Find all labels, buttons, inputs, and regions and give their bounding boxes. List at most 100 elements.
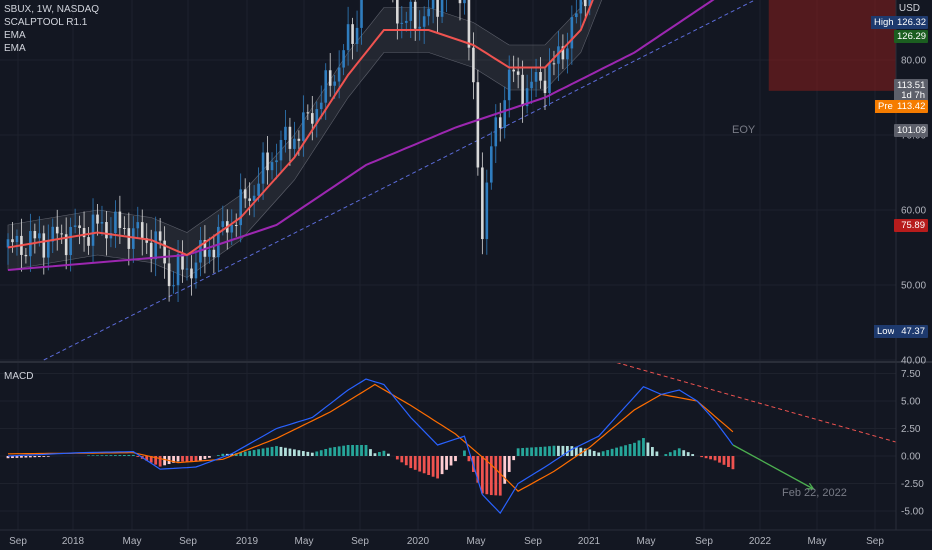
macd-histogram-bar xyxy=(293,449,296,456)
macd-histogram-bar xyxy=(346,445,350,456)
macd-histogram-bar xyxy=(378,452,381,456)
indicator-ema-1[interactable]: EMA xyxy=(4,30,26,41)
macd-histogram-bar xyxy=(149,456,153,463)
macd-histogram-bar xyxy=(704,456,708,459)
candle-body xyxy=(530,81,533,89)
macd-histogram-bar xyxy=(651,447,654,456)
macd-histogram-bar xyxy=(248,450,252,456)
macd-histogram-bar xyxy=(713,456,717,461)
candle-body xyxy=(396,0,399,24)
candle-body xyxy=(360,0,363,28)
candle-body xyxy=(342,50,345,68)
candle-body xyxy=(351,24,354,44)
macd-histogram-bar xyxy=(279,446,283,456)
indicator-scalptool[interactable]: SCALPTOOL R1.1 xyxy=(4,17,88,28)
candle-body xyxy=(418,26,421,29)
candle-body xyxy=(458,0,462,4)
macd-histogram-bar xyxy=(100,455,104,456)
macd-line xyxy=(7,378,734,515)
price-tick-label: 60.00 xyxy=(901,206,926,217)
candle-body xyxy=(149,242,153,260)
candle-body xyxy=(167,263,171,287)
position-tool[interactable] xyxy=(768,0,903,91)
candle-body xyxy=(234,224,238,226)
candle-body xyxy=(239,189,242,226)
projection-arrows[interactable] xyxy=(732,0,815,490)
macd-histogram-bar xyxy=(655,451,659,456)
macd-tick-label: -5.00 xyxy=(901,507,924,518)
macd-histogram-bar xyxy=(176,456,180,462)
macd-histogram-bar xyxy=(570,446,574,456)
macd-histogram-bar xyxy=(96,455,99,456)
macd-histogram-bar xyxy=(691,454,695,456)
x-tick-label: 2018 xyxy=(62,536,85,547)
macd-histogram-bar xyxy=(597,452,601,456)
candle-body xyxy=(288,126,292,149)
macd-histogram-bar xyxy=(507,456,511,472)
macd-tick-label: 0.00 xyxy=(901,452,921,463)
candle-body xyxy=(543,80,547,94)
candle-body xyxy=(413,1,417,29)
macd-histogram-bar xyxy=(301,451,305,456)
macd-histogram-bar xyxy=(190,456,193,462)
candle-body xyxy=(261,152,265,184)
candle-body xyxy=(257,183,260,196)
candle-body xyxy=(503,100,507,128)
macd-trendline[interactable] xyxy=(616,362,932,468)
macd-title[interactable]: MACD xyxy=(4,371,34,382)
macd-histogram-bar xyxy=(221,453,225,456)
candle-body xyxy=(575,13,578,18)
candle-body xyxy=(109,233,113,239)
macd-histogram-bar xyxy=(207,456,211,458)
candle-body xyxy=(248,198,251,201)
candle-body xyxy=(78,225,81,229)
macd-lines xyxy=(7,378,734,515)
candle-body xyxy=(24,254,28,257)
macd-histogram-bar xyxy=(28,456,32,458)
macd-histogram-bar xyxy=(445,456,448,470)
macd-histogram-bar xyxy=(216,455,220,456)
candle-body xyxy=(293,138,296,149)
x-tick-label: 2022 xyxy=(749,536,772,547)
macd-histogram-bar xyxy=(369,449,372,456)
macd-tick-label: 2.50 xyxy=(901,424,921,435)
macd-histogram-bar xyxy=(539,446,542,456)
macd-histogram-bar xyxy=(185,456,189,462)
candle-body xyxy=(512,69,515,72)
macd-histogram-bar xyxy=(467,456,471,462)
macd-histogram-bar xyxy=(565,446,569,456)
macd-histogram-bar xyxy=(579,447,583,456)
indicator-ema-2[interactable]: EMA xyxy=(4,43,26,54)
candle-body xyxy=(485,182,489,240)
candle-body xyxy=(154,231,157,260)
candle-body xyxy=(114,211,117,234)
macd-tick-label: 7.50 xyxy=(901,369,921,380)
macd-histogram-bar xyxy=(342,445,346,456)
macd-histogram-bar xyxy=(463,450,466,456)
macd-histogram-bar xyxy=(700,456,704,458)
candle-body xyxy=(230,224,234,233)
candle-body xyxy=(145,238,149,243)
candle-body xyxy=(123,228,126,230)
candle-body xyxy=(190,268,193,279)
currency-label: USD xyxy=(898,3,920,14)
price-tick-label: 50.00 xyxy=(901,281,926,292)
candle-body xyxy=(516,71,520,75)
candle-body xyxy=(11,239,14,243)
macd-histogram-bar xyxy=(413,456,417,470)
candle-body xyxy=(60,233,63,235)
macd-histogram-bar xyxy=(557,445,560,456)
candle-body xyxy=(252,195,256,201)
macd-histogram-bar xyxy=(131,454,135,456)
macd-histogram-bar xyxy=(11,456,14,459)
candle-body xyxy=(42,233,46,258)
macd-histogram-bar xyxy=(530,447,533,456)
macd-histogram-bar xyxy=(601,451,605,456)
macd-histogram-bar xyxy=(427,456,431,475)
macd-histogram-bar xyxy=(230,453,234,456)
candle-body xyxy=(431,0,435,9)
candle-body xyxy=(498,117,502,128)
candle-body xyxy=(490,146,493,183)
candle-body xyxy=(583,0,587,7)
